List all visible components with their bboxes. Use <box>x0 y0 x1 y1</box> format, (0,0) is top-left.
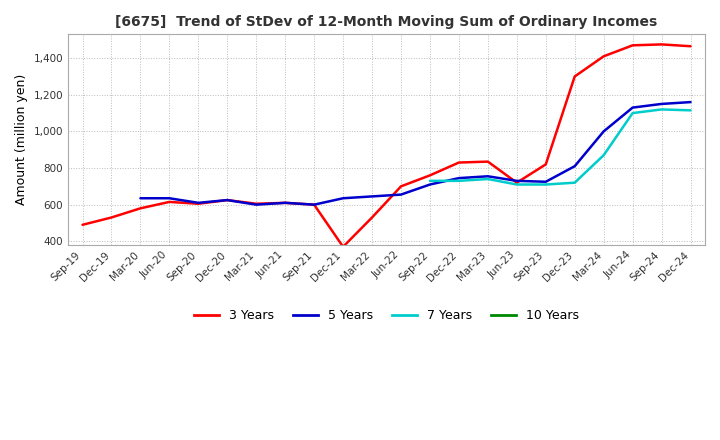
Line: 3 Years: 3 Years <box>83 44 690 247</box>
5 Years <box>339 196 348 201</box>
3 Years <box>368 215 377 220</box>
7 Years <box>570 180 579 185</box>
7 Years <box>686 108 695 113</box>
7 Years <box>454 178 463 183</box>
3 Years <box>252 201 261 206</box>
5 Years <box>281 200 289 205</box>
7 Years <box>426 178 434 183</box>
5 Years <box>252 202 261 207</box>
5 Years <box>686 99 695 105</box>
3 Years <box>281 200 289 205</box>
5 Years <box>484 174 492 179</box>
3 Years <box>484 159 492 164</box>
5 Years <box>194 200 202 205</box>
5 Years <box>397 192 405 197</box>
7 Years <box>657 107 666 112</box>
3 Years <box>629 43 637 48</box>
7 Years <box>629 110 637 116</box>
3 Years <box>78 222 87 227</box>
3 Years <box>165 199 174 205</box>
5 Years <box>426 182 434 187</box>
5 Years <box>599 129 608 134</box>
5 Years <box>454 176 463 181</box>
3 Years <box>339 244 348 249</box>
3 Years <box>541 162 550 167</box>
5 Years <box>310 202 318 207</box>
3 Years <box>657 42 666 47</box>
3 Years <box>454 160 463 165</box>
5 Years <box>629 105 637 110</box>
7 Years <box>484 176 492 182</box>
5 Years <box>513 178 521 183</box>
3 Years <box>136 205 145 211</box>
7 Years <box>541 182 550 187</box>
3 Years <box>570 74 579 79</box>
Line: 7 Years: 7 Years <box>430 110 690 184</box>
3 Years <box>310 202 318 207</box>
Title: [6675]  Trend of StDev of 12-Month Moving Sum of Ordinary Incomes: [6675] Trend of StDev of 12-Month Moving… <box>115 15 657 29</box>
3 Years <box>397 184 405 189</box>
3 Years <box>426 173 434 178</box>
Y-axis label: Amount (million yen): Amount (million yen) <box>15 74 28 205</box>
3 Years <box>107 215 116 220</box>
5 Years <box>165 196 174 201</box>
Legend: 3 Years, 5 Years, 7 Years, 10 Years: 3 Years, 5 Years, 7 Years, 10 Years <box>189 304 584 327</box>
5 Years <box>570 164 579 169</box>
5 Years <box>223 198 232 203</box>
3 Years <box>513 180 521 185</box>
5 Years <box>368 194 377 199</box>
3 Years <box>223 198 232 203</box>
3 Years <box>194 201 202 206</box>
5 Years <box>657 101 666 106</box>
7 Years <box>599 153 608 158</box>
Line: 5 Years: 5 Years <box>140 102 690 205</box>
3 Years <box>599 54 608 59</box>
3 Years <box>686 44 695 49</box>
7 Years <box>513 182 521 187</box>
5 Years <box>136 196 145 201</box>
5 Years <box>541 179 550 184</box>
